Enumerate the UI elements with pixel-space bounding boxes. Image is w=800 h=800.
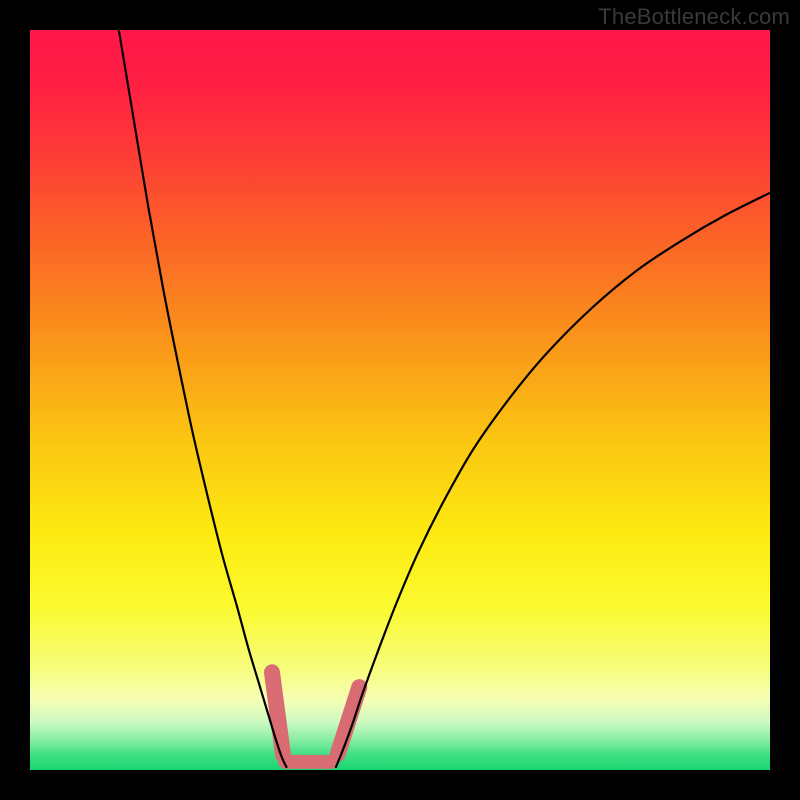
gradient-background	[30, 30, 770, 770]
chart-container	[0, 0, 800, 800]
watermark-text: TheBottleneck.com	[598, 4, 790, 30]
bottleneck-curve-chart	[0, 0, 800, 800]
